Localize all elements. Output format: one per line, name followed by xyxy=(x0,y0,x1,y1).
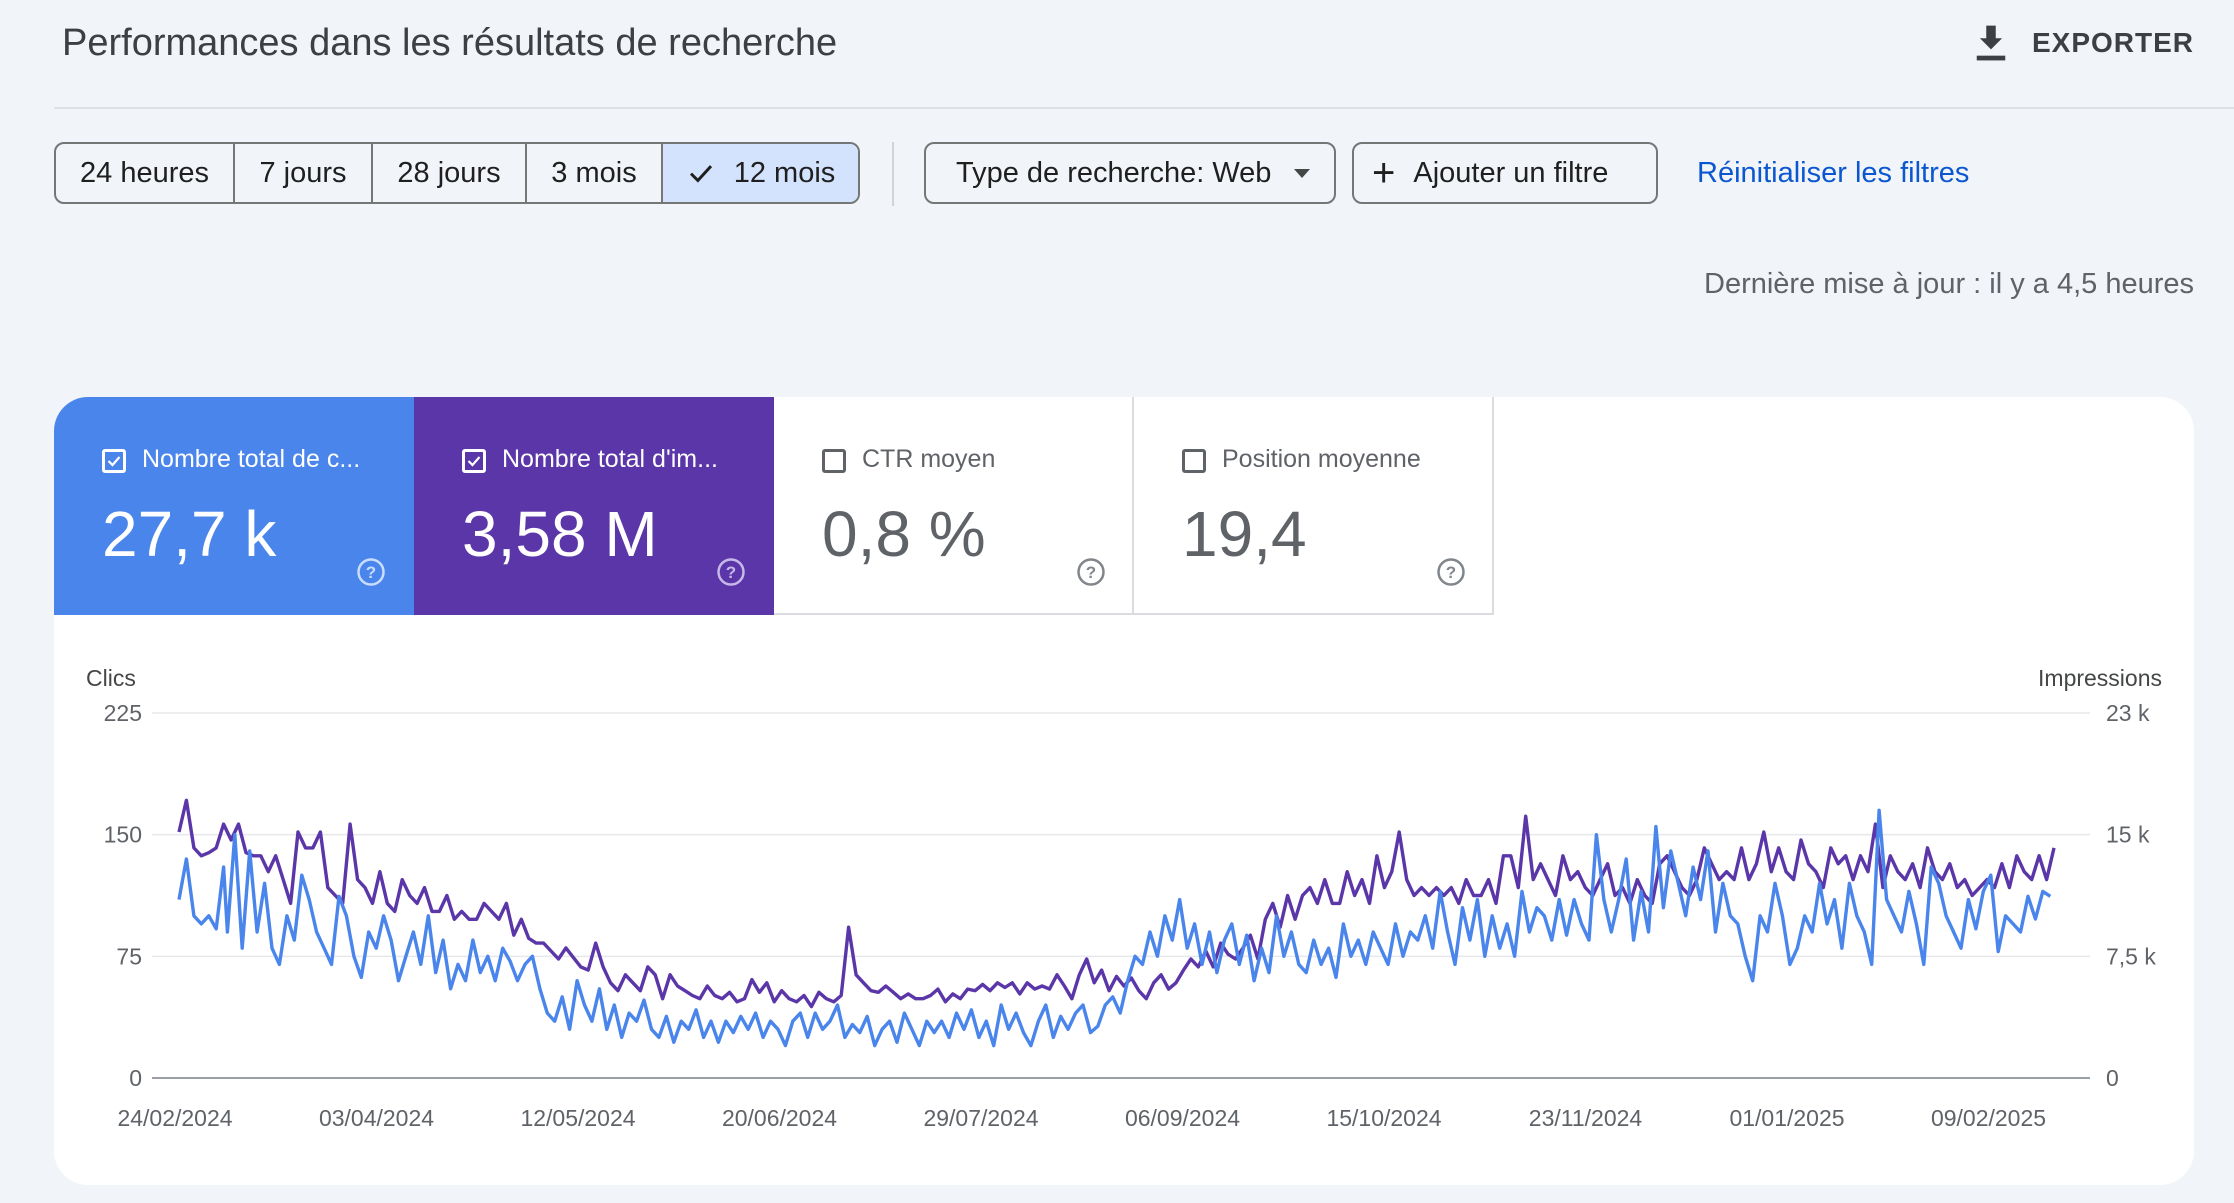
header-divider xyxy=(54,107,2234,109)
left-tick-label: 150 xyxy=(104,822,142,848)
help-icon[interactable]: ? xyxy=(356,557,386,587)
metric-label: Nombre total d'im... xyxy=(502,445,718,473)
x-tick-label: 23/11/2024 xyxy=(1529,1105,1643,1131)
x-tick-label: 29/07/2024 xyxy=(923,1105,1038,1131)
metric-total-clicks[interactable]: Nombre total de c... 27,7 k ? xyxy=(54,397,414,615)
metric-value: 3,58 M xyxy=(462,498,658,570)
search-type-dropdown[interactable]: Type de recherche: Web xyxy=(924,142,1336,204)
right-tick-label: 23 k xyxy=(2106,700,2150,726)
help-icon[interactable]: ? xyxy=(716,557,746,587)
performance-card: Nombre total de c... 27,7 k ? Nombre tot… xyxy=(54,397,2194,1185)
checkbox-checked-icon[interactable] xyxy=(462,449,486,473)
right-axis-title: Impressions xyxy=(2038,665,2162,691)
add-filter-button[interactable]: + Ajouter un filtre xyxy=(1352,142,1658,204)
help-icon[interactable]: ? xyxy=(1436,557,1466,587)
clicks-series-line xyxy=(177,808,2052,1048)
download-icon xyxy=(1976,25,2006,61)
svg-text:?: ? xyxy=(1086,563,1096,582)
metric-label: Position moyenne xyxy=(1222,445,1421,473)
right-tick-label: 0 xyxy=(2106,1065,2119,1091)
metric-total-impressions[interactable]: Nombre total d'im... 3,58 M ? xyxy=(414,397,774,615)
left-tick-label: 225 xyxy=(104,700,142,726)
checkbox-unchecked-icon[interactable] xyxy=(1182,449,1206,473)
right-tick-label: 7,5 k xyxy=(2106,943,2156,969)
left-tick-label: 0 xyxy=(129,1065,142,1091)
check-icon xyxy=(689,165,712,183)
x-tick-label: 01/01/2025 xyxy=(1729,1105,1844,1131)
range-3m-button[interactable]: 3 mois xyxy=(527,144,663,202)
metric-average-ctr[interactable]: CTR moyen 0,8 % ? xyxy=(774,397,1134,615)
range-24h-button[interactable]: 24 heures xyxy=(56,144,235,202)
caret-down-icon xyxy=(1294,168,1310,178)
export-button[interactable]: EXPORTER xyxy=(1972,22,2194,64)
left-tick-label: 75 xyxy=(116,943,142,969)
checkbox-unchecked-icon[interactable] xyxy=(822,449,846,473)
range-28d-button[interactable]: 28 jours xyxy=(373,144,527,202)
x-tick-label: 20/06/2024 xyxy=(722,1105,837,1131)
metric-average-position[interactable]: Position moyenne 19,4 ? xyxy=(1134,397,1494,615)
metric-value: 19,4 xyxy=(1182,498,1307,570)
x-tick-label: 12/05/2024 xyxy=(520,1105,635,1131)
plus-icon: + xyxy=(1372,151,1396,195)
svg-text:?: ? xyxy=(726,563,736,582)
range-label: 12 mois xyxy=(733,156,836,189)
last-update-text: Dernière mise à jour : il y a 4,5 heures xyxy=(1704,268,2194,300)
x-tick-label: 06/09/2024 xyxy=(1125,1105,1240,1131)
add-filter-label: Ajouter un filtre xyxy=(1413,156,1609,189)
metric-label: Nombre total de c... xyxy=(142,445,361,473)
metric-value: 0,8 % xyxy=(822,498,986,570)
x-tick-label: 15/10/2024 xyxy=(1326,1105,1441,1131)
range-12m-button[interactable]: 12 mois xyxy=(663,144,858,202)
range-label: 7 jours xyxy=(259,156,347,189)
svg-text:?: ? xyxy=(1446,563,1456,582)
page-title: Performances dans les résultats de reche… xyxy=(62,22,838,64)
impressions-series-line xyxy=(177,798,2056,1009)
range-7d-button[interactable]: 7 jours xyxy=(235,144,373,202)
performance-chart: 225 23 k 150 15 k 75 7,5 k 0 0 24/02/2024 03/04/2… xyxy=(104,700,2157,1131)
range-label: 3 mois xyxy=(551,156,637,189)
x-tick-label: 03/04/2024 xyxy=(319,1105,434,1131)
search-type-label: Type de recherche: Web xyxy=(956,156,1272,189)
metric-label: CTR moyen xyxy=(862,445,996,473)
date-range-selector: 24 heures 7 jours 28 jours 3 mois 12 moi… xyxy=(54,142,860,204)
range-label: 24 heures xyxy=(80,156,209,189)
checkbox-checked-icon[interactable] xyxy=(102,449,126,473)
left-axis-title: Clics xyxy=(86,665,136,691)
x-tick-label: 09/02/2025 xyxy=(1931,1105,2046,1131)
metric-value: 27,7 k xyxy=(102,498,277,570)
right-tick-label: 15 k xyxy=(2106,822,2150,848)
export-label: EXPORTER xyxy=(2032,27,2195,58)
x-tick-label: 24/02/2024 xyxy=(117,1105,232,1131)
range-label: 28 jours xyxy=(397,156,501,189)
filter-separator xyxy=(892,142,894,206)
help-icon[interactable]: ? xyxy=(1076,557,1106,587)
svg-text:?: ? xyxy=(366,563,376,582)
reset-filters-link[interactable]: Réinitialiser les filtres xyxy=(1697,157,1970,189)
